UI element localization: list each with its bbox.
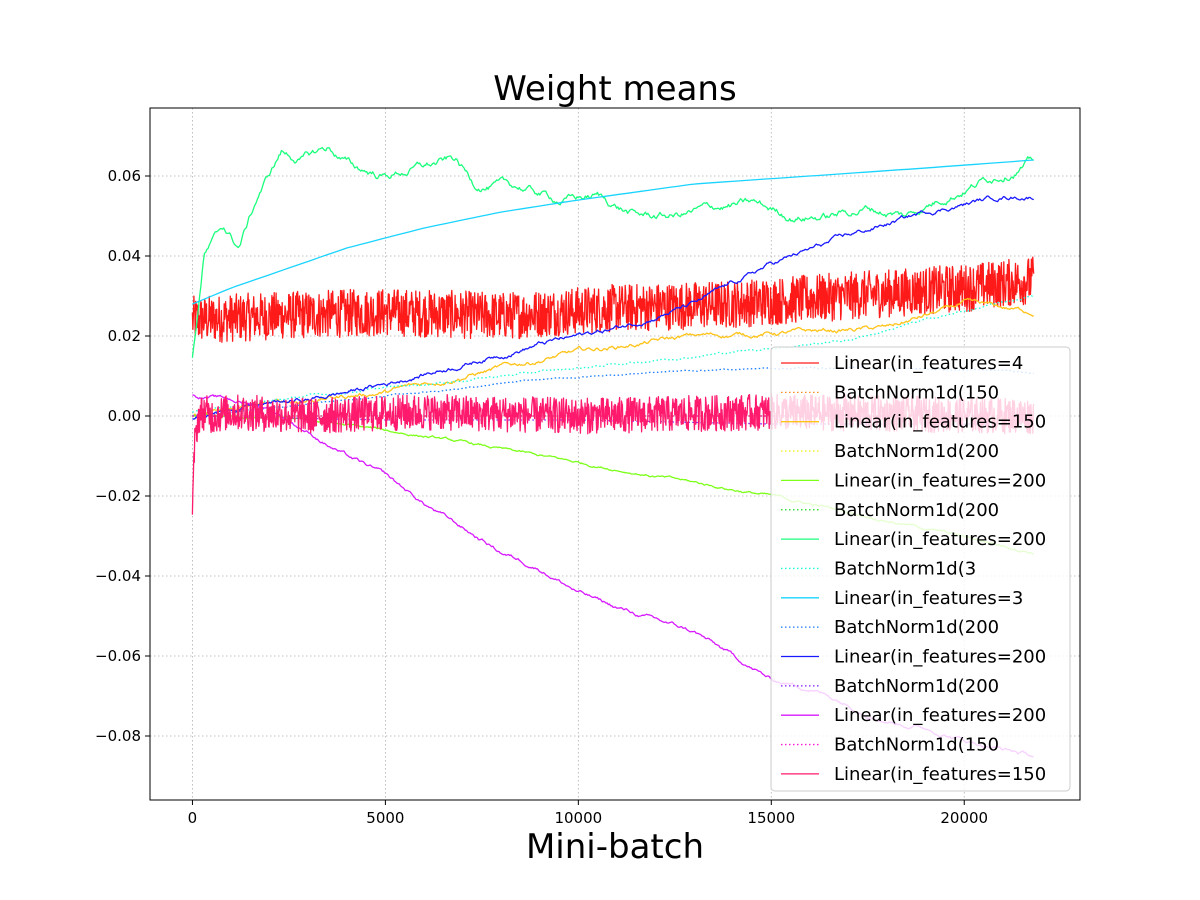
x-tick-label: 5000 [366,809,404,827]
x-tick-label: 20000 [940,809,988,827]
y-tick-label: 0.00 [108,407,141,425]
x-tick-label: 0 [188,809,198,827]
legend-label: BatchNorm1d(200 [834,500,999,521]
legend-label: BatchNorm1d(200 [834,441,999,462]
plot-frame [149,107,1081,801]
legend-label: Linear(in_features=200 [834,705,1046,726]
series-line-7 [192,294,1034,413]
y-tick-label: 0.06 [108,167,141,185]
axis-ticks: 0 5000 10000 15000 20000 −0.08 −0.06 −0.04 −0.02… [95,167,988,827]
series-line-10 [192,195,1034,420]
y-tick-label: −0.06 [95,647,141,665]
legend-box [770,346,1071,792]
legend-label: Linear(in_features=150 [834,764,1046,785]
legend-label: Linear(in_features=200 [834,529,1046,550]
legend-label: BatchNorm1d(200 [834,676,999,697]
legend-label: BatchNorm1d(3 [834,558,976,579]
legend-label: Linear(in_features=200 [834,470,1046,491]
legend-label: BatchNorm1d(200 [834,617,999,638]
y-tick-label: 0.04 [108,247,141,265]
chart-title: Weight means [493,69,736,109]
y-tick-label: −0.08 [95,727,141,745]
series-line-0 [191,256,1035,343]
legend-label: Linear(in_features=4 [834,353,1023,374]
legend-label: Linear(in_features=3 [834,588,1023,609]
x-tick-label: 15000 [747,809,795,827]
legend-label: Linear(in_features=200 [834,647,1046,668]
x-axis-label: Mini-batch [526,827,704,867]
legend-label: Linear(in_features=150 [834,412,1046,433]
legend-label: BatchNorm1d(150 [834,382,999,403]
series-line-6 [191,146,1034,358]
y-tick-label: 0.02 [108,327,141,345]
y-tick-label: −0.04 [95,567,141,585]
legend: Linear(in_features=4 BatchNorm1d(150 Linea… [770,346,1071,792]
legend-label: BatchNorm1d(150 [834,735,999,756]
series-line-8 [192,159,1034,305]
x-tick-label: 10000 [554,809,602,827]
y-tick-label: −0.02 [95,487,141,505]
